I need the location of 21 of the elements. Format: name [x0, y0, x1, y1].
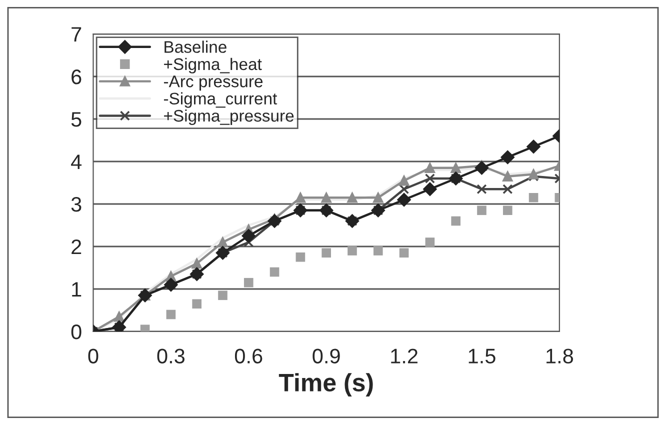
legend-label: -Arc pressure [164, 76, 263, 91]
y-tick-label: 1 [72, 282, 82, 297]
x-tick-label: 0.6 [234, 348, 262, 364]
x-tick-label: 0 [88, 348, 98, 364]
y-tick-label: 3 [71, 197, 82, 212]
x-tick-label: 1.5 [468, 348, 496, 364]
legend-label: -Sigma_current [164, 92, 278, 108]
y-tick-label: 5 [71, 112, 82, 127]
legend-label: +Sigma_pressure [164, 109, 294, 126]
legend-label: Baseline [164, 40, 226, 53]
legend-label: +Sigma_heat [164, 58, 262, 74]
y-tick-label: 4 [71, 154, 82, 170]
x-tick-label: 0.3 [157, 348, 185, 364]
x-axis-title: Time (s) [278, 373, 373, 396]
x-tick-label: 0.9 [312, 348, 340, 364]
y-tick-label: 0 [71, 324, 82, 340]
y-tick-label: 2 [72, 240, 82, 254]
x-tick-label: 1.2 [391, 348, 418, 364]
y-tick-label: 7 [72, 27, 82, 42]
y-tick-label: 6 [72, 70, 82, 84]
x-tick-label: 1.8 [546, 348, 574, 364]
